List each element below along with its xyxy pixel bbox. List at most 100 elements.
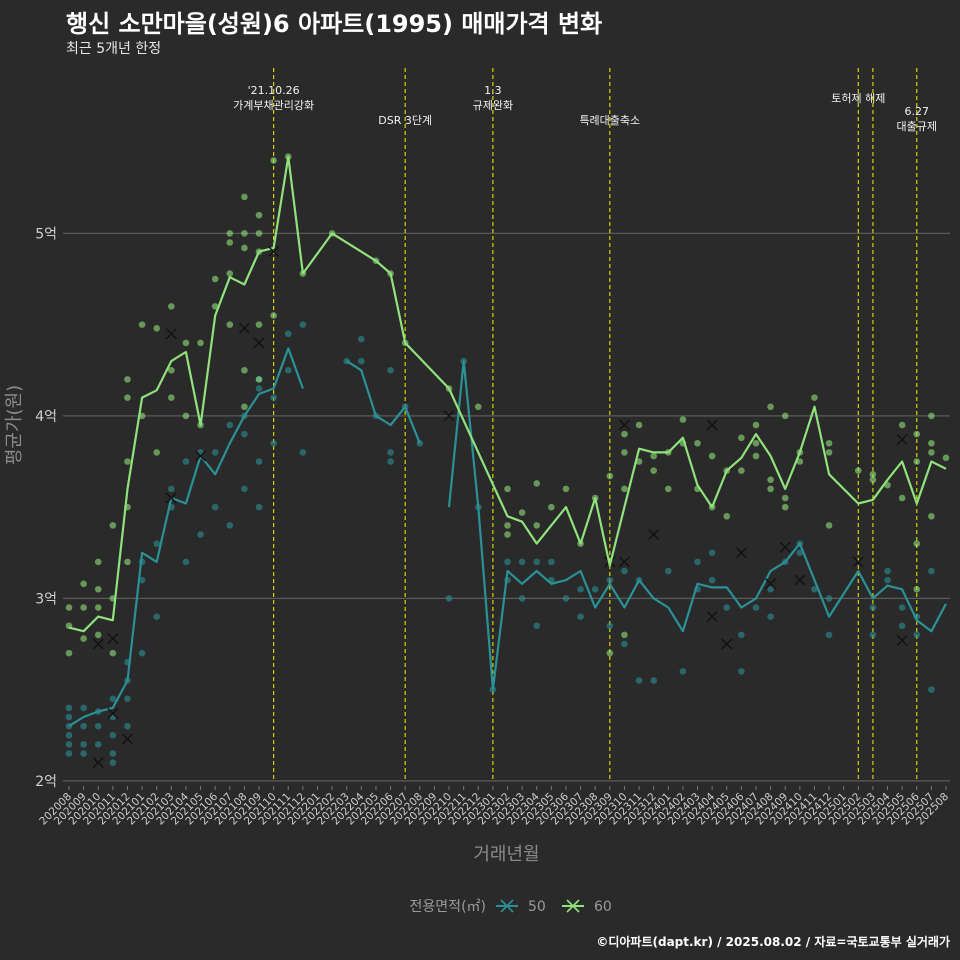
transaction-point-50 xyxy=(708,549,716,557)
transaction-point-50 xyxy=(94,722,102,730)
source-caption: ©디아파트(dapt.kr) / 2025.08.02 / 자료=국토교통부 실… xyxy=(596,935,950,949)
cancelled-marker-50 xyxy=(618,556,630,568)
transaction-point-50 xyxy=(270,439,277,447)
cancelled-marker-50 xyxy=(648,529,660,540)
transaction-point-60 xyxy=(752,439,760,447)
transaction-point-60 xyxy=(781,494,789,502)
transaction-point-60 xyxy=(226,321,234,328)
transaction-point-50 xyxy=(80,722,87,730)
transaction-point-50 xyxy=(197,531,204,538)
transaction-point-50 xyxy=(445,595,453,602)
transaction-point-60 xyxy=(767,403,774,411)
cancelled-marker-60 xyxy=(706,419,718,431)
cancelled-marker-50 xyxy=(735,547,747,559)
cancelled-marker-50 xyxy=(721,638,733,650)
transaction-point-50 xyxy=(825,631,833,639)
x-axis-title: 거래년월 xyxy=(473,844,539,865)
transaction-point-50 xyxy=(138,576,146,584)
event-label: 가계부채관리강화 xyxy=(233,99,314,112)
transaction-point-60 xyxy=(124,558,131,566)
transaction-point-60 xyxy=(694,439,701,447)
transaction-point-60 xyxy=(255,376,263,383)
transaction-point-50 xyxy=(898,622,906,630)
transaction-point-60 xyxy=(518,509,526,516)
transaction-point-60 xyxy=(533,480,541,487)
transaction-point-60 xyxy=(197,339,204,347)
transaction-point-50 xyxy=(211,449,219,456)
transaction-point-60 xyxy=(241,366,248,374)
transaction-point-50 xyxy=(869,604,877,611)
transaction-point-50 xyxy=(533,622,541,630)
transaction-point-60 xyxy=(635,421,643,429)
transaction-point-50 xyxy=(241,485,248,493)
cancelled-marker-60 xyxy=(253,337,265,349)
transaction-point-60 xyxy=(241,403,248,411)
transaction-point-50 xyxy=(606,622,614,630)
transaction-point-50 xyxy=(767,613,774,620)
cancelled-marker-60 xyxy=(238,322,250,334)
y-tick-label: 3억 xyxy=(35,591,57,607)
transaction-point-50 xyxy=(80,750,87,757)
transaction-point-60 xyxy=(153,324,160,332)
transaction-point-60 xyxy=(621,631,628,639)
transaction-point-50 xyxy=(928,686,935,693)
transaction-point-60 xyxy=(869,470,877,478)
transaction-point-50 xyxy=(65,741,73,748)
transaction-point-50 xyxy=(299,321,307,328)
transaction-point-60 xyxy=(138,321,146,328)
transaction-point-60 xyxy=(723,512,731,520)
transaction-point-50 xyxy=(153,540,160,547)
transaction-point-60 xyxy=(124,394,131,401)
transaction-point-60 xyxy=(109,649,117,657)
transaction-point-50 xyxy=(518,558,526,566)
cancelled-marker-60 xyxy=(896,434,908,446)
event-label: 특례대출축소 xyxy=(579,114,640,127)
transaction-point-50 xyxy=(109,731,117,739)
transaction-point-60 xyxy=(781,412,789,420)
transaction-point-50 xyxy=(664,567,672,575)
transaction-point-50 xyxy=(767,585,774,593)
transaction-point-60 xyxy=(708,452,716,460)
transaction-point-60 xyxy=(182,412,190,420)
transaction-point-60 xyxy=(211,303,219,310)
transaction-point-50 xyxy=(138,649,146,657)
transaction-point-50 xyxy=(65,750,73,757)
transaction-point-60 xyxy=(80,635,87,642)
transaction-point-50 xyxy=(182,558,190,566)
transaction-point-50 xyxy=(811,585,818,593)
transaction-point-60 xyxy=(913,585,921,593)
transaction-point-50 xyxy=(211,503,219,511)
cancelled-marker-60 xyxy=(618,419,630,431)
transaction-point-60 xyxy=(153,449,160,456)
event-label: DSR 3단계 xyxy=(378,114,432,127)
transaction-point-60 xyxy=(504,485,511,493)
cancelled-marker-50 xyxy=(706,611,718,623)
transaction-point-50 xyxy=(255,385,263,392)
y-tick-label: 4억 xyxy=(35,409,57,425)
transaction-point-60 xyxy=(562,485,570,493)
transaction-point-60 xyxy=(621,430,628,438)
transaction-point-50 xyxy=(226,522,234,529)
transaction-point-60 xyxy=(226,270,234,277)
transaction-point-50 xyxy=(284,366,292,374)
transaction-point-50 xyxy=(723,604,731,611)
event-label: 대출규제 xyxy=(897,120,937,133)
transaction-point-50 xyxy=(299,449,307,456)
transaction-point-50 xyxy=(182,458,190,465)
transaction-point-60 xyxy=(825,439,833,447)
transaction-point-50 xyxy=(679,668,687,675)
transaction-point-50 xyxy=(65,713,73,721)
transaction-point-60 xyxy=(255,230,263,237)
chart-subtitle: 최근 5개년 한정 xyxy=(66,41,162,57)
transaction-point-60 xyxy=(533,522,541,529)
y-tick-label: 2억 xyxy=(35,774,57,790)
transaction-point-50 xyxy=(796,549,804,557)
transaction-point-50 xyxy=(255,503,263,511)
transaction-point-60 xyxy=(811,394,818,401)
chart-title: 행신 소만마을(성원)6 아파트(1995) 매매가격 변화 xyxy=(66,10,603,38)
transaction-point-60 xyxy=(241,244,248,252)
transaction-point-50 xyxy=(708,576,716,584)
transaction-point-50 xyxy=(533,558,541,566)
transaction-point-60 xyxy=(504,522,511,529)
